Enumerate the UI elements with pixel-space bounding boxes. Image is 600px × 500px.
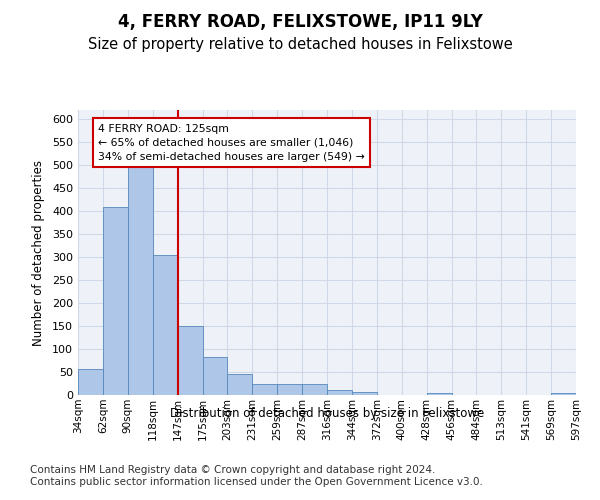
- Y-axis label: Number of detached properties: Number of detached properties: [32, 160, 45, 346]
- Text: Contains HM Land Registry data © Crown copyright and database right 2024.
Contai: Contains HM Land Registry data © Crown c…: [30, 465, 483, 486]
- Text: 4 FERRY ROAD: 125sqm
← 65% of detached houses are smaller (1,046)
34% of semi-de: 4 FERRY ROAD: 125sqm ← 65% of detached h…: [98, 124, 365, 162]
- Bar: [78, 369, 103, 395]
- Bar: [427, 392, 452, 395]
- Text: Distribution of detached houses by size in Felixstowe: Distribution of detached houses by size …: [170, 408, 484, 420]
- Bar: [128, 168, 153, 395]
- Text: Size of property relative to detached houses in Felixstowe: Size of property relative to detached ho…: [88, 38, 512, 52]
- Bar: [253, 384, 277, 395]
- Bar: [327, 390, 352, 395]
- Bar: [103, 206, 128, 395]
- Bar: [203, 358, 227, 395]
- Bar: [227, 374, 253, 395]
- Bar: [277, 384, 302, 395]
- Bar: [551, 392, 576, 395]
- Text: 4, FERRY ROAD, FELIXSTOWE, IP11 9LY: 4, FERRY ROAD, FELIXSTOWE, IP11 9LY: [118, 12, 482, 30]
- Bar: [153, 255, 178, 395]
- Bar: [352, 392, 377, 395]
- Bar: [302, 384, 327, 395]
- Bar: [178, 326, 203, 395]
